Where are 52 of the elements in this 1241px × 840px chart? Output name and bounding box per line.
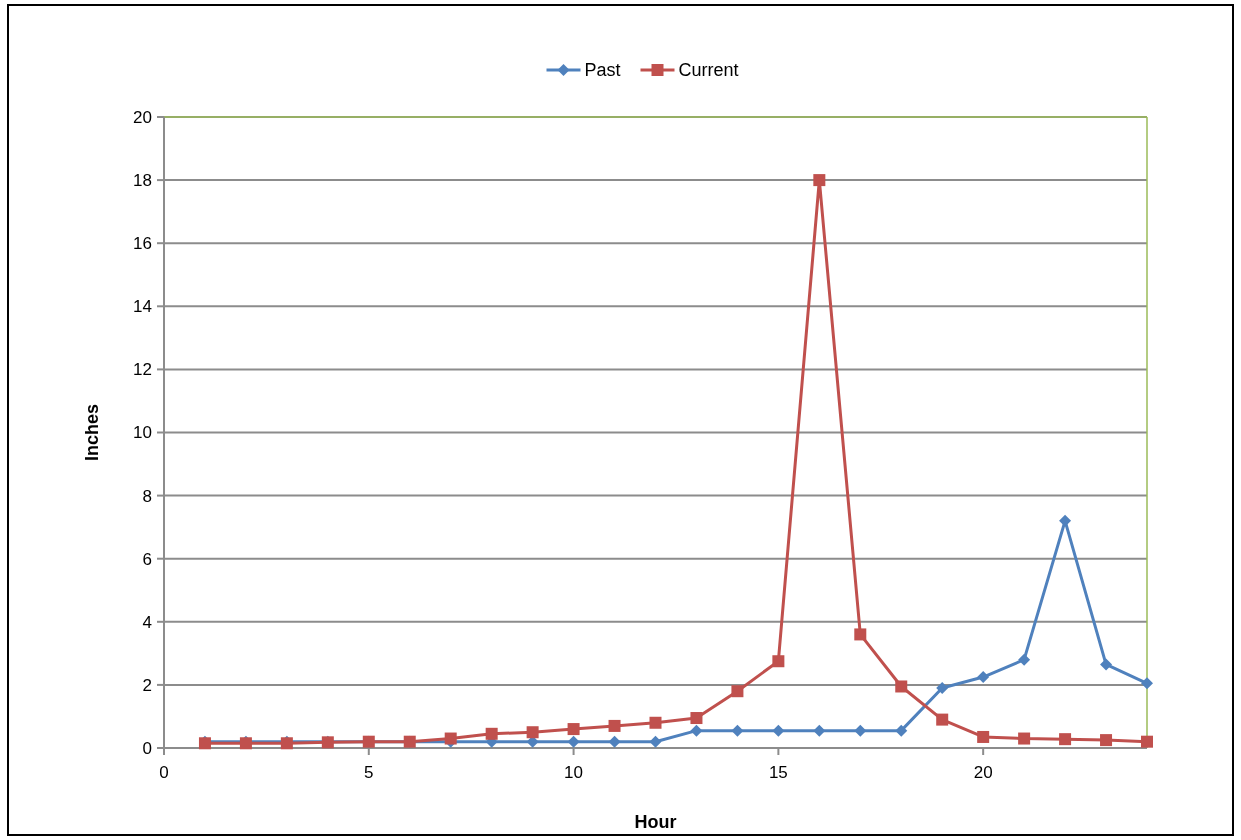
point: [649, 716, 662, 729]
x-tick-label: 15: [768, 763, 788, 782]
y-tick-label: 10: [133, 423, 152, 443]
point: [567, 735, 580, 748]
x-tick-label: 10: [564, 763, 584, 782]
y-tick-label: 8: [142, 486, 152, 506]
point: [1141, 735, 1153, 748]
point: [772, 724, 785, 737]
x-axis-title: Hour: [634, 812, 677, 832]
point: [895, 724, 908, 737]
point: [1141, 677, 1153, 690]
point: [1100, 734, 1113, 747]
point: [813, 174, 826, 187]
point: [608, 735, 621, 748]
y-tick-label: 12: [133, 360, 152, 380]
y-tick-label: 16: [133, 234, 152, 254]
point: [936, 682, 949, 695]
legend-label: Current: [678, 60, 739, 81]
point: [567, 723, 580, 736]
point: [690, 724, 703, 737]
y-tick-label: 0: [142, 738, 152, 758]
point: [485, 727, 498, 740]
point: [608, 719, 621, 732]
y-tick-label: 6: [142, 549, 152, 569]
point: [895, 680, 908, 693]
x-tick-label: 5: [364, 763, 374, 782]
point: [1059, 733, 1072, 746]
point: [854, 628, 867, 641]
y-tick-label: 14: [133, 297, 152, 317]
point: [936, 713, 949, 726]
point: [1018, 732, 1031, 745]
legend-label: Past: [584, 60, 621, 81]
point: [1059, 514, 1072, 527]
y-tick-label: 4: [142, 612, 152, 632]
y-tick-label: 2: [142, 675, 152, 695]
x-tick-label: 0: [159, 763, 169, 782]
point: [690, 712, 703, 725]
point: [649, 735, 662, 748]
point: [977, 671, 990, 684]
point: [813, 724, 826, 737]
point: [772, 655, 785, 668]
point: [731, 724, 744, 737]
x-tick-label: 20: [973, 763, 993, 782]
point: [1100, 658, 1113, 671]
y-tick-label: 20: [133, 107, 152, 127]
y-axis-title: Inches: [82, 403, 102, 462]
point: [731, 685, 744, 698]
point: [854, 724, 867, 737]
y-tick-label: 18: [133, 171, 152, 191]
point: [526, 726, 539, 739]
point: [977, 730, 990, 743]
point: [1018, 653, 1031, 666]
